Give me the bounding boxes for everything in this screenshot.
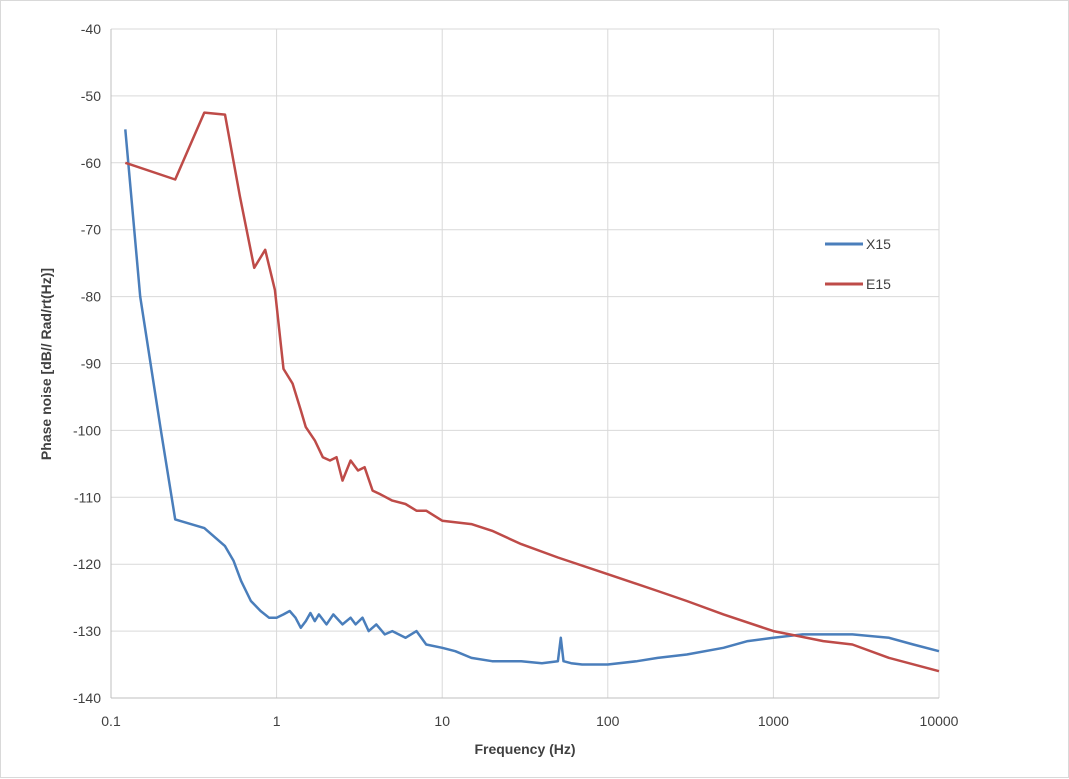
y-axis-label: Phase noise [dB// Rad/rt(Hz)] xyxy=(38,268,54,460)
series-lines xyxy=(124,111,940,673)
y-tick-label: -50 xyxy=(81,88,101,104)
y-tick-label: -40 xyxy=(81,21,101,37)
y-tick-label: -110 xyxy=(74,489,101,505)
y-tick-label: -130 xyxy=(73,623,101,639)
x-tick-label: 0.1 xyxy=(101,713,121,729)
x-tick-label: 100 xyxy=(596,713,620,729)
y-tick-label: -140 xyxy=(73,690,101,706)
legend-label-x15: X15 xyxy=(866,236,891,252)
legend-label-e15: E15 xyxy=(866,276,891,292)
x-tick-label: 10 xyxy=(434,713,450,729)
x-tick-label: 1 xyxy=(273,713,281,729)
y-tick-label: -80 xyxy=(81,289,101,305)
x-axis-label: Frequency (Hz) xyxy=(474,741,575,757)
x-tick-labels: 0.1 1 10 100 1000 10000 xyxy=(101,713,958,729)
y-tick-labels: -40 -50 -60 -70 -80 -90 -100 -110 -120 -130 -140 xyxy=(73,21,101,706)
x-tick-label: 10000 xyxy=(920,713,959,729)
series-line-x15 xyxy=(124,129,940,666)
x-tick-label: 1000 xyxy=(758,713,789,729)
y-tick-label: -70 xyxy=(81,222,101,238)
y-tick-label: -120 xyxy=(73,556,101,572)
y-tick-label: -60 xyxy=(81,155,101,171)
y-tick-label: -100 xyxy=(73,422,101,438)
legend: X15 E15 xyxy=(825,236,891,292)
series-line-e15 xyxy=(124,111,940,673)
y-tick-label: -90 xyxy=(81,356,101,372)
gridlines xyxy=(110,28,940,699)
